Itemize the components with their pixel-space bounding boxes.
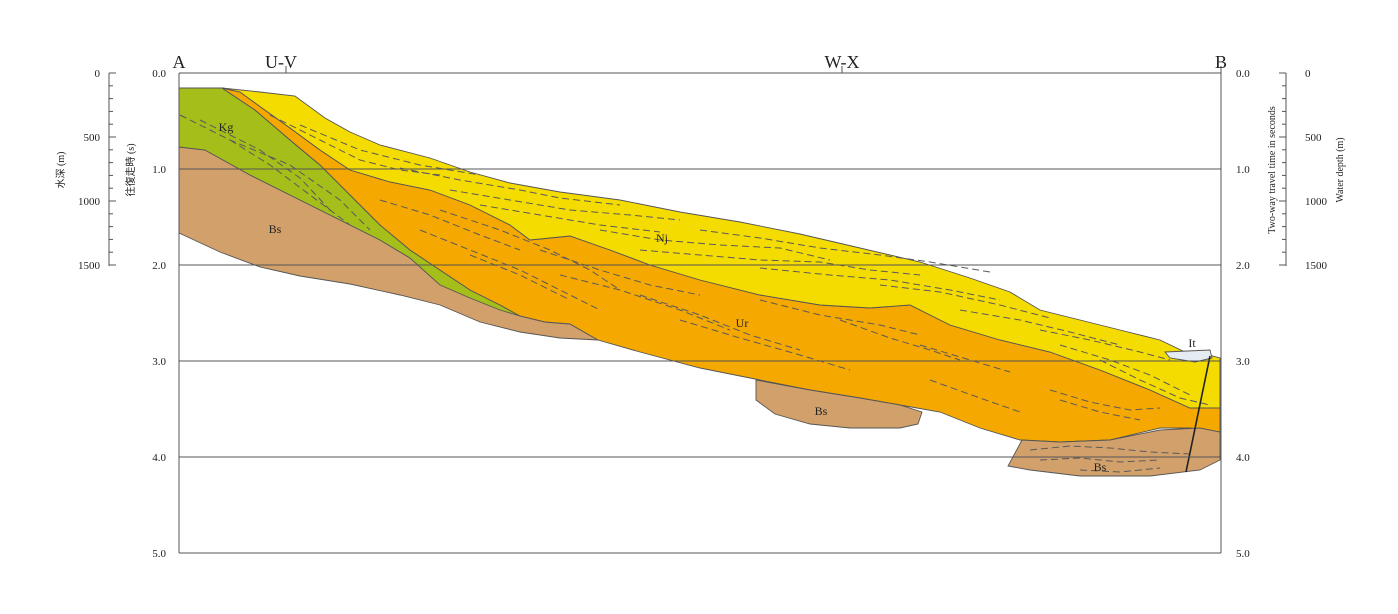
right-depth-tick: 500: [1305, 132, 1322, 144]
right-depth-axis-title: Water depth (m): [1335, 137, 1346, 202]
unit-label-bs-right: Bs: [1094, 460, 1107, 474]
right-time-tick: 1.0: [1236, 164, 1250, 176]
right-time-tick: 4.0: [1236, 452, 1250, 464]
unit-nj: [221, 87, 1221, 409]
section-end-a: A: [173, 52, 186, 72]
unit-label-bs-left: Bs: [269, 222, 282, 236]
right-depth-tick: 1500: [1305, 260, 1328, 272]
right-time-tick: 3.0: [1236, 356, 1250, 368]
left-time-axis-title: 往復走時 (s): [124, 143, 137, 196]
left-time-tick: 3.0: [152, 356, 166, 368]
geologic-units: [178, 87, 1221, 477]
left-time-tick: 4.0: [152, 452, 166, 464]
crossing-w-x: W-X: [825, 52, 860, 72]
right-time-tick: 5.0: [1236, 548, 1250, 560]
unit-bs-middle: [755, 379, 923, 429]
right-depth-tick: 1000: [1305, 196, 1328, 208]
right-time-tick: 2.0: [1236, 260, 1250, 272]
right-depth-axis: [1279, 72, 1287, 266]
crossing-u-v: U-V: [265, 52, 297, 72]
right-depth-tick: 0: [1305, 68, 1311, 80]
fault-line: [1185, 355, 1211, 473]
left-depth-tick: 1500: [78, 260, 101, 272]
unit-label-kg: Kg: [219, 120, 234, 134]
left-time-tick: 2.0: [152, 260, 166, 272]
reflectors: [179, 114, 1211, 473]
unit-label-nj: Nj: [656, 231, 668, 245]
unit-label-it: It: [1188, 336, 1196, 350]
left-depth-tick: 1000: [78, 196, 101, 208]
left-time-tick: 1.0: [152, 164, 166, 176]
right-time-axis-title: Two-way travel time in seconds: [1267, 106, 1278, 234]
unit-label-bs-middle: Bs: [815, 404, 828, 418]
right-time-tick: 0.0: [1236, 68, 1250, 80]
left-depth-tick: 0: [95, 68, 101, 80]
left-depth-tick: 500: [84, 132, 101, 144]
unit-it: [1164, 349, 1213, 363]
left-depth-axis-title: 水深 (m): [55, 152, 67, 189]
left-time-tick: 5.0: [152, 548, 166, 560]
left-depth-axis: [108, 72, 116, 266]
unit-label-ur: Ur: [736, 316, 749, 330]
unit-bs-right: [1007, 427, 1221, 477]
section-end-b: B: [1215, 52, 1227, 72]
left-time-tick: 0.0: [152, 68, 166, 80]
frame: [178, 66, 1222, 554]
